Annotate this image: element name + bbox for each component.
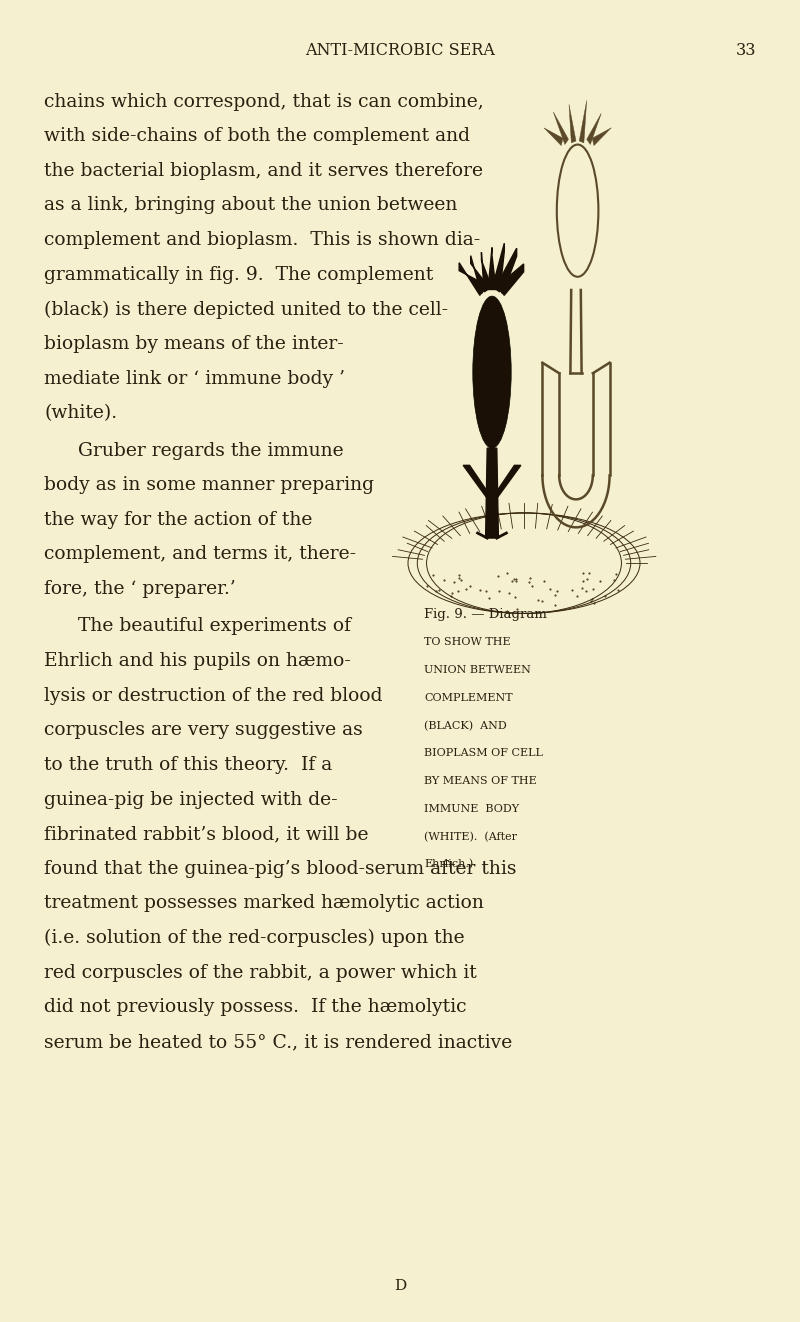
Text: serum be heated to 55° C., it is rendered inactive: serum be heated to 55° C., it is rendere… [44,1032,512,1051]
Ellipse shape [557,144,598,276]
Polygon shape [544,128,563,145]
Text: (black) is there depicted united to the cell-: (black) is there depicted united to the … [44,300,448,319]
Text: (WHITE).  (After: (WHITE). (After [424,832,517,842]
Text: UNION BETWEEN: UNION BETWEEN [424,665,531,676]
Ellipse shape [414,518,634,608]
Text: fibrinated rabbit’s blood, it will be: fibrinated rabbit’s blood, it will be [44,825,369,843]
Text: the bacterial bioplasm, and it serves therefore: the bacterial bioplasm, and it serves th… [44,161,483,180]
Text: bioplasm by means of the inter-: bioplasm by means of the inter- [44,334,344,353]
Text: red corpuscles of the rabbit, a power which it: red corpuscles of the rabbit, a power wh… [44,964,477,982]
Text: IMMUNE  BODY: IMMUNE BODY [424,804,519,814]
Text: found that the guinea-pig’s blood-serum after this: found that the guinea-pig’s blood-serum … [44,859,517,878]
Polygon shape [586,114,602,144]
Text: body as in some manner preparing: body as in some manner preparing [44,476,374,494]
Text: lysis or destruction of the red blood: lysis or destruction of the red blood [44,686,382,705]
Polygon shape [501,264,524,295]
Text: the way for the action of the: the way for the action of the [44,510,312,529]
Text: complement, and terms it, there-: complement, and terms it, there- [44,546,356,563]
Text: TO SHOW THE: TO SHOW THE [424,637,510,648]
Ellipse shape [473,296,511,448]
Polygon shape [463,465,492,498]
Text: with side-chains of both the complement and: with side-chains of both the complement … [44,127,470,145]
Text: COMPLEMENT: COMPLEMENT [424,693,513,703]
Text: Ehrlich and his pupils on hæmo-: Ehrlich and his pupils on hæmo- [44,652,351,670]
Text: treatment possesses marked hæmolytic action: treatment possesses marked hæmolytic act… [44,895,484,912]
Text: ANTI-MICROBIC SERA: ANTI-MICROBIC SERA [305,42,495,59]
Text: 33: 33 [735,42,756,59]
Polygon shape [486,448,498,538]
Polygon shape [592,128,611,145]
Text: did not previously possess.  If the hæmolytic: did not previously possess. If the hæmol… [44,998,466,1017]
Text: chains which correspond, that is can combine,: chains which correspond, that is can com… [44,93,484,111]
Text: grammatically in fig. 9.  The complement: grammatically in fig. 9. The complement [44,266,434,284]
Text: as a link, bringing about the union between: as a link, bringing about the union betw… [44,197,458,214]
Polygon shape [482,253,492,292]
Text: fore, the ‘ preparer.’: fore, the ‘ preparer.’ [44,580,236,598]
Polygon shape [579,100,586,143]
Text: (white).: (white). [44,405,117,422]
Text: BY MEANS OF THE: BY MEANS OF THE [424,776,537,787]
Text: to the truth of this theory.  If a: to the truth of this theory. If a [44,756,332,773]
Polygon shape [492,465,521,498]
Text: (i.e. solution of the red-corpuscles) upon the: (i.e. solution of the red-corpuscles) up… [44,929,465,948]
Polygon shape [488,247,496,290]
Text: Fig. 9. — Diagram: Fig. 9. — Diagram [424,608,547,621]
Text: (BLACK)  AND: (BLACK) AND [424,720,506,731]
Text: BIOPLASM OF CELL: BIOPLASM OF CELL [424,748,543,759]
Polygon shape [554,112,569,144]
Polygon shape [569,104,576,143]
Polygon shape [470,255,487,293]
Text: Gruber regards the immune: Gruber regards the immune [78,442,343,460]
Text: corpuscles are very suggestive as: corpuscles are very suggestive as [44,722,362,739]
Polygon shape [492,243,504,292]
Polygon shape [497,249,517,293]
Text: Ehrlich.): Ehrlich.) [424,859,474,870]
Text: The beautiful experiments of: The beautiful experiments of [78,617,350,636]
Text: mediate link or ‘ immune body ’: mediate link or ‘ immune body ’ [44,370,345,387]
Text: complement and bioplasm.  This is shown dia-: complement and bioplasm. This is shown d… [44,231,480,249]
Text: D: D [394,1278,406,1293]
Text: guinea-pig be injected with de-: guinea-pig be injected with de- [44,791,338,809]
Polygon shape [459,263,483,295]
